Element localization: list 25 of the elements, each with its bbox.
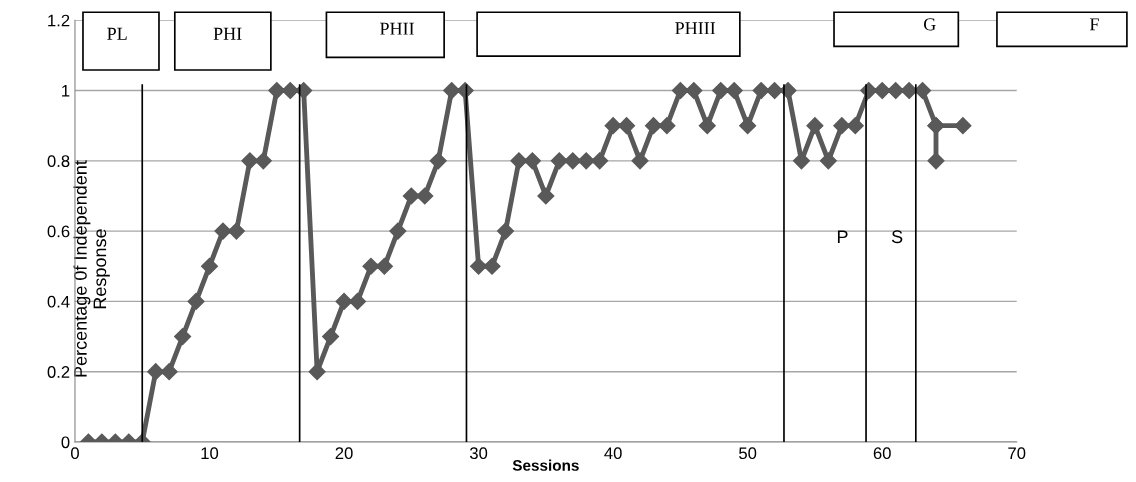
y-tick-label: 0 bbox=[61, 436, 70, 449]
x-tick-label: 60 bbox=[873, 447, 891, 460]
x-tick-label: 20 bbox=[335, 447, 353, 460]
annotation: PHII bbox=[380, 22, 414, 35]
x-tick-label: 50 bbox=[739, 447, 757, 460]
x-axis-title: Sessions bbox=[512, 459, 579, 471]
x-tick-label: 10 bbox=[201, 447, 219, 460]
annotation: S bbox=[891, 230, 903, 244]
x-tick-label: 0 bbox=[70, 447, 79, 460]
y-tick-label: 0.2 bbox=[47, 366, 70, 378]
y-tick-label: 0.6 bbox=[47, 225, 70, 238]
x-tick-label: 70 bbox=[1008, 447, 1026, 460]
y-tick-label: 1 bbox=[62, 85, 70, 97]
annotation: PHIII bbox=[675, 22, 716, 35]
y-tick-label: 0.4 bbox=[47, 295, 70, 308]
annotation: P bbox=[837, 230, 848, 243]
x-tick-label: 40 bbox=[604, 447, 622, 460]
y-axis-title: Percentage 0f Independent Response bbox=[73, 160, 110, 377]
annotation: PL bbox=[107, 27, 127, 40]
annotation: PHI bbox=[213, 27, 242, 40]
x-tick-label: 30 bbox=[469, 447, 488, 460]
text: F bbox=[1089, 18, 1099, 31]
annotation: G bbox=[923, 18, 936, 31]
y-tick-label: 1.2 bbox=[48, 14, 70, 27]
y-tick-label: 0.8 bbox=[47, 155, 70, 168]
